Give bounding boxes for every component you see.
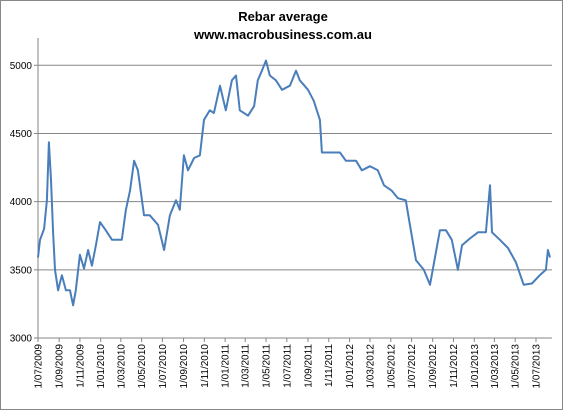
- x-tick-label: 1/07/2011: [282, 344, 293, 388]
- x-tick-label: 1/03/2012: [365, 344, 376, 389]
- x-tick-label: 1/09/2011: [303, 344, 314, 388]
- x-tick-label: 1/09/2009: [55, 344, 66, 389]
- x-tick-label: 1/07/2010: [158, 344, 169, 389]
- x-tick-label: 1/05/2013: [511, 344, 522, 389]
- y-tick-label: 4500: [10, 129, 33, 140]
- x-tick-label: 1/05/2011: [262, 344, 273, 388]
- x-tick-label: 1/03/2013: [490, 344, 501, 389]
- chart-subtitle: www.macrobusiness.com.au: [193, 27, 372, 42]
- x-tick-label: 1/01/2012: [345, 344, 356, 389]
- x-tick-label: 1/09/2012: [428, 344, 439, 389]
- x-tick-label: 1/11/2009: [75, 344, 86, 388]
- x-tick-label: 1/09/2010: [179, 344, 190, 389]
- x-tick-label: 1/11/2010: [200, 344, 211, 388]
- x-tick-label: 1/07/2012: [407, 344, 418, 389]
- y-tick-label: 3500: [10, 265, 33, 276]
- x-tick-label: 1/05/2012: [386, 344, 397, 389]
- x-tick-label: 1/01/2010: [96, 344, 107, 389]
- x-tick-label: 1/01/2013: [470, 344, 481, 389]
- y-tick-label: 5000: [10, 61, 33, 72]
- x-tick-label: 1/01/2011: [221, 344, 232, 388]
- data-line: [37, 59, 551, 307]
- y-tick-label: 4000: [10, 197, 33, 208]
- x-tick-label: 1/03/2010: [116, 344, 127, 389]
- x-tick-label: 1/07/2009: [34, 344, 45, 389]
- chart-title: Rebar average: [238, 9, 328, 24]
- y-tick-label: 3000: [10, 334, 33, 345]
- x-tick-label: 1/11/2012: [449, 344, 460, 388]
- x-tick-label: 1/07/2013: [531, 344, 542, 389]
- x-tick-label: 1/05/2010: [137, 344, 148, 389]
- x-tick-label: 1/11/2011: [324, 344, 335, 387]
- x-tick-label: 1/03/2011: [241, 344, 252, 388]
